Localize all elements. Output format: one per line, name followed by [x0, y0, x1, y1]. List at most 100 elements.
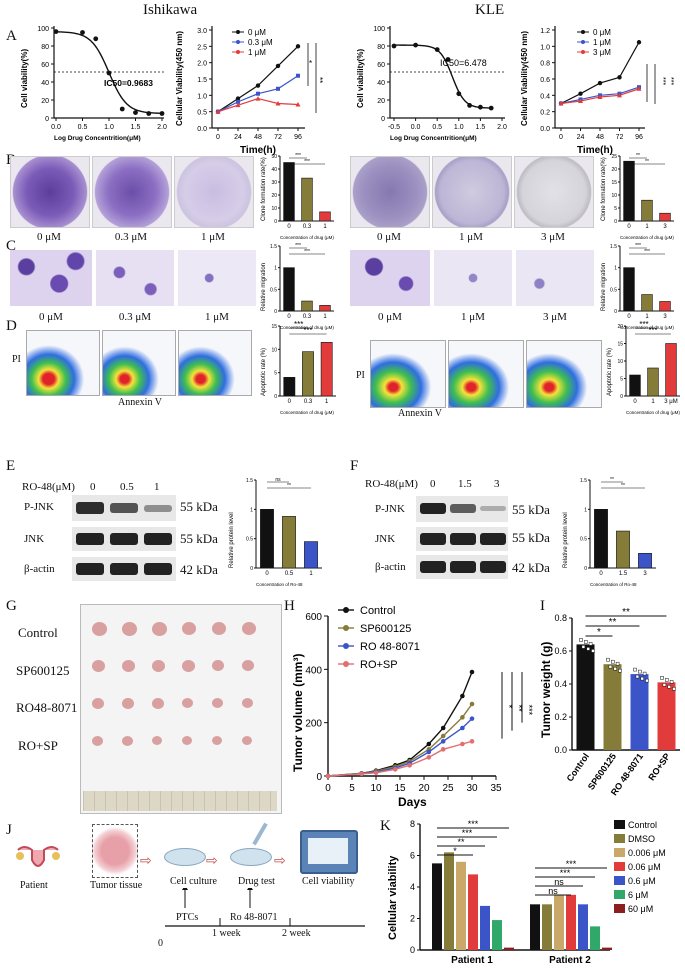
y-label: Cell viability(%)	[20, 49, 29, 108]
bar	[623, 160, 635, 222]
data-point	[467, 103, 472, 108]
data-point	[80, 30, 85, 35]
legend-label: 0 μM	[593, 28, 611, 37]
x-tick-label: 48	[254, 134, 262, 141]
x-tick-label: 1.0	[104, 124, 114, 131]
sig-label: *	[597, 627, 601, 638]
data-point	[255, 83, 261, 88]
x-tick-label: 0	[216, 134, 220, 141]
tumor	[212, 736, 222, 745]
band	[480, 561, 506, 573]
chart-c-kle-migration: 0 0.5 1 1.5 0 1 3 Relative migration Concentrati…	[601, 243, 674, 330]
legend-label: 3 μM	[593, 48, 611, 57]
cap-c-ish-0: 0 μM	[39, 311, 63, 323]
x-tick-label: 1	[651, 399, 655, 405]
legend-swatch	[614, 876, 625, 885]
x-tick-label: 3	[663, 314, 667, 320]
sig-label: ***	[644, 249, 650, 255]
y-tick-label: 600	[305, 612, 322, 623]
bar	[301, 300, 313, 312]
tumor	[212, 660, 224, 671]
tumor	[152, 660, 165, 672]
data-point	[426, 749, 432, 755]
bar	[480, 905, 490, 950]
y-tick-label: 400	[305, 665, 322, 676]
sig-label: **	[610, 477, 614, 483]
band	[76, 563, 104, 575]
y-tick-label: 40	[377, 80, 385, 87]
panel-letter-a: A	[6, 28, 17, 44]
sig-label: ***	[295, 153, 301, 159]
sig-a4-1: ***	[659, 77, 666, 85]
data-point	[635, 674, 640, 679]
data-point	[469, 669, 475, 675]
pi-label-ish: PI	[12, 354, 21, 365]
y-tick-label: 5	[274, 371, 277, 377]
data-point	[440, 725, 446, 731]
f-row-jnk: JNK	[375, 533, 396, 545]
x-tick-label: 2.0	[497, 124, 507, 131]
sig-label: **	[645, 159, 649, 165]
y-ticks: 0 20 40 60 80 100	[37, 26, 54, 123]
bar	[629, 374, 641, 397]
x-label: Concentration of Ro-48	[590, 582, 637, 587]
j-ro: Ro 48-8071	[230, 912, 278, 923]
legend-label: 6 μM	[628, 890, 648, 900]
y-tick-label: 20	[271, 193, 277, 199]
header-ishikawa: Ishikawa	[143, 2, 198, 18]
y-tick-label: 50	[271, 154, 277, 160]
x-tick-label: 24	[577, 134, 585, 141]
data-point	[426, 741, 432, 747]
data-point	[608, 664, 613, 669]
y-tick-label: 0.2	[554, 712, 567, 722]
x-tick-label: 20	[418, 783, 430, 794]
y-tick-label: 2	[410, 914, 415, 924]
x-tick-label: 1	[645, 224, 649, 230]
panel-letter-j: J	[6, 822, 12, 838]
j-viab: Cell viability	[302, 876, 355, 887]
data-point	[440, 747, 446, 752]
e-row-actin: β-actin	[24, 563, 55, 575]
cap-b-ish-0: 0 μM	[37, 231, 61, 243]
x-label: Concentration of drug (μM)	[620, 235, 674, 240]
y-tick-label: 0	[45, 116, 49, 123]
data-point	[236, 99, 240, 104]
sig-label: ns	[554, 877, 564, 887]
data-point	[407, 763, 412, 768]
cap-b-ish-2: 1 μM	[201, 231, 225, 243]
data-point	[426, 755, 432, 760]
data-point	[636, 40, 642, 45]
migration-img-ish-0	[10, 250, 92, 306]
series-line	[327, 671, 473, 777]
x-tick-label: 0	[627, 224, 631, 230]
sig-label: **	[514, 705, 524, 713]
legend-label: RO 48-8071	[360, 641, 420, 653]
x-tick-label: 0.5	[432, 124, 442, 131]
colony-dish-ish-2	[174, 156, 254, 228]
y-tick-label: 0.5	[580, 537, 587, 543]
data-point	[636, 86, 642, 91]
data-point	[469, 716, 475, 721]
e-ro-label: RO-48(μM)	[22, 481, 75, 493]
y-tick-label: 40	[41, 80, 49, 87]
bar	[468, 874, 478, 950]
x-tick-label: 35	[490, 783, 502, 794]
sig-label: ns	[548, 886, 558, 896]
data-point	[119, 106, 125, 112]
x-tick-label: 0	[287, 224, 291, 230]
j-culture: Cell culture	[170, 876, 217, 887]
bar	[432, 863, 442, 950]
legend-label: SP600125	[360, 623, 411, 635]
data-point	[456, 91, 462, 97]
data-point	[558, 101, 564, 106]
bar	[590, 926, 600, 950]
migration-img-kle-0	[350, 250, 430, 306]
x-tick-label: 0	[287, 314, 291, 320]
x-tick-label: 1.5	[131, 124, 141, 131]
x-tick-label: 1	[323, 314, 327, 320]
x-tick-label: 0.3	[303, 314, 312, 320]
y-tick-label: 5	[614, 206, 617, 212]
bar	[659, 301, 671, 312]
x-tick-label: 0	[633, 399, 637, 405]
